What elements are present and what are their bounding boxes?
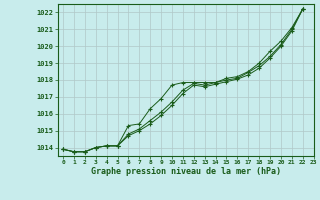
- X-axis label: Graphe pression niveau de la mer (hPa): Graphe pression niveau de la mer (hPa): [91, 167, 281, 176]
